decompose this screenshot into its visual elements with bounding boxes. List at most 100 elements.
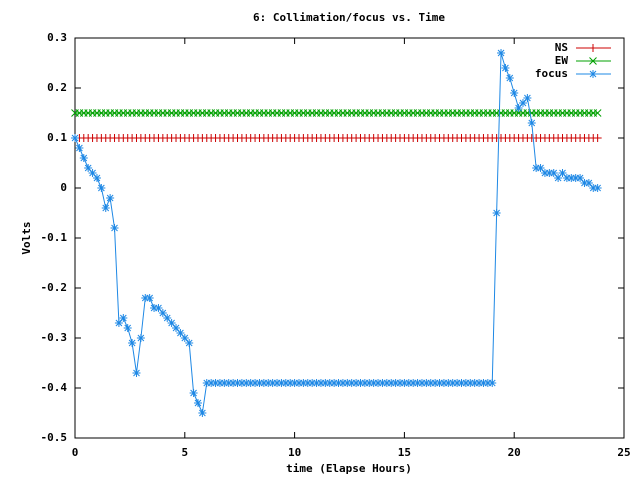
y-tick-label: 0.3 xyxy=(47,31,67,44)
data-point xyxy=(567,174,576,182)
legend-label: NS xyxy=(555,41,568,54)
data-point xyxy=(365,379,374,387)
data-point xyxy=(189,389,198,397)
legend-swatch xyxy=(576,57,611,65)
data-point xyxy=(75,144,84,152)
y-tick-label: 0.1 xyxy=(47,131,67,144)
data-point xyxy=(268,379,277,387)
data-point xyxy=(290,379,299,387)
data-point xyxy=(409,379,418,387)
y-tick-label: -0.5 xyxy=(41,431,68,444)
data-point xyxy=(475,379,484,387)
y-axis-label: Volts xyxy=(20,221,33,254)
data-point xyxy=(554,174,563,182)
data-point xyxy=(237,379,246,387)
data-point xyxy=(417,379,426,387)
data-point xyxy=(435,379,444,387)
legend-swatch xyxy=(576,44,611,52)
data-point xyxy=(158,309,167,317)
x-axis-label: time (Elapse Hours) xyxy=(286,462,412,475)
data-point xyxy=(299,379,308,387)
data-point xyxy=(444,379,453,387)
data-point xyxy=(246,379,255,387)
data-point xyxy=(154,304,163,312)
data-point xyxy=(330,379,339,387)
data-point xyxy=(400,379,409,387)
data-point xyxy=(88,169,97,177)
data-point xyxy=(119,314,128,322)
data-point xyxy=(576,174,585,182)
data-point xyxy=(259,379,268,387)
data-point xyxy=(523,94,532,102)
legend-swatch xyxy=(576,70,611,78)
data-point xyxy=(536,164,545,172)
chart-title: 6: Collimation/focus vs. Time xyxy=(253,11,445,24)
data-point xyxy=(176,329,185,337)
data-point xyxy=(505,74,514,82)
x-tick-label: 5 xyxy=(181,446,188,459)
y-tick-label: 0.2 xyxy=(47,81,67,94)
data-point xyxy=(198,409,207,417)
data-point xyxy=(593,109,602,117)
x-tick-label: 10 xyxy=(288,446,301,459)
data-point xyxy=(220,379,229,387)
data-point xyxy=(114,319,123,327)
data-point xyxy=(101,204,110,212)
data-point xyxy=(123,324,132,332)
data-point xyxy=(422,379,431,387)
x-tick-label: 20 xyxy=(508,446,521,459)
y-tick-label: -0.4 xyxy=(41,381,68,394)
data-point xyxy=(580,179,589,187)
data-point xyxy=(501,64,510,72)
data-point xyxy=(562,174,571,182)
data-point xyxy=(338,379,347,387)
data-point xyxy=(540,169,549,177)
data-point xyxy=(558,169,567,177)
data-point xyxy=(97,184,106,192)
legend-label: EW xyxy=(555,54,569,67)
data-point xyxy=(593,134,602,142)
data-point xyxy=(382,379,391,387)
data-point xyxy=(145,294,154,302)
data-point xyxy=(167,319,176,327)
data-point xyxy=(215,379,224,387)
data-point xyxy=(136,334,145,342)
data-point xyxy=(277,379,286,387)
data-point xyxy=(360,379,369,387)
data-point xyxy=(229,379,238,387)
data-point xyxy=(378,379,387,387)
data-point xyxy=(207,379,216,387)
data-point xyxy=(404,379,413,387)
data-point xyxy=(461,379,470,387)
data-point xyxy=(470,379,479,387)
data-point xyxy=(172,324,181,332)
data-point xyxy=(308,379,317,387)
data-point xyxy=(233,379,242,387)
data-point xyxy=(325,379,334,387)
data-point xyxy=(589,184,598,192)
plot-border xyxy=(74,37,625,439)
data-point xyxy=(369,379,378,387)
data-point xyxy=(79,154,88,162)
data-point xyxy=(466,379,475,387)
data-point xyxy=(312,379,321,387)
y-tick-label: -0.2 xyxy=(41,281,68,294)
data-point xyxy=(106,194,115,202)
data-point xyxy=(387,379,396,387)
data-point xyxy=(128,339,137,347)
data-point xyxy=(180,334,189,342)
data-point xyxy=(518,99,527,107)
data-point xyxy=(273,379,282,387)
data-point xyxy=(334,379,343,387)
data-point xyxy=(294,379,303,387)
data-point xyxy=(527,119,536,127)
x-tick-label: 25 xyxy=(617,446,630,459)
data-point xyxy=(457,379,466,387)
data-point xyxy=(202,379,211,387)
y-tick-label: 0 xyxy=(60,181,67,194)
data-point xyxy=(141,294,150,302)
data-point xyxy=(356,379,365,387)
data-point xyxy=(352,379,361,387)
data-point xyxy=(343,379,352,387)
